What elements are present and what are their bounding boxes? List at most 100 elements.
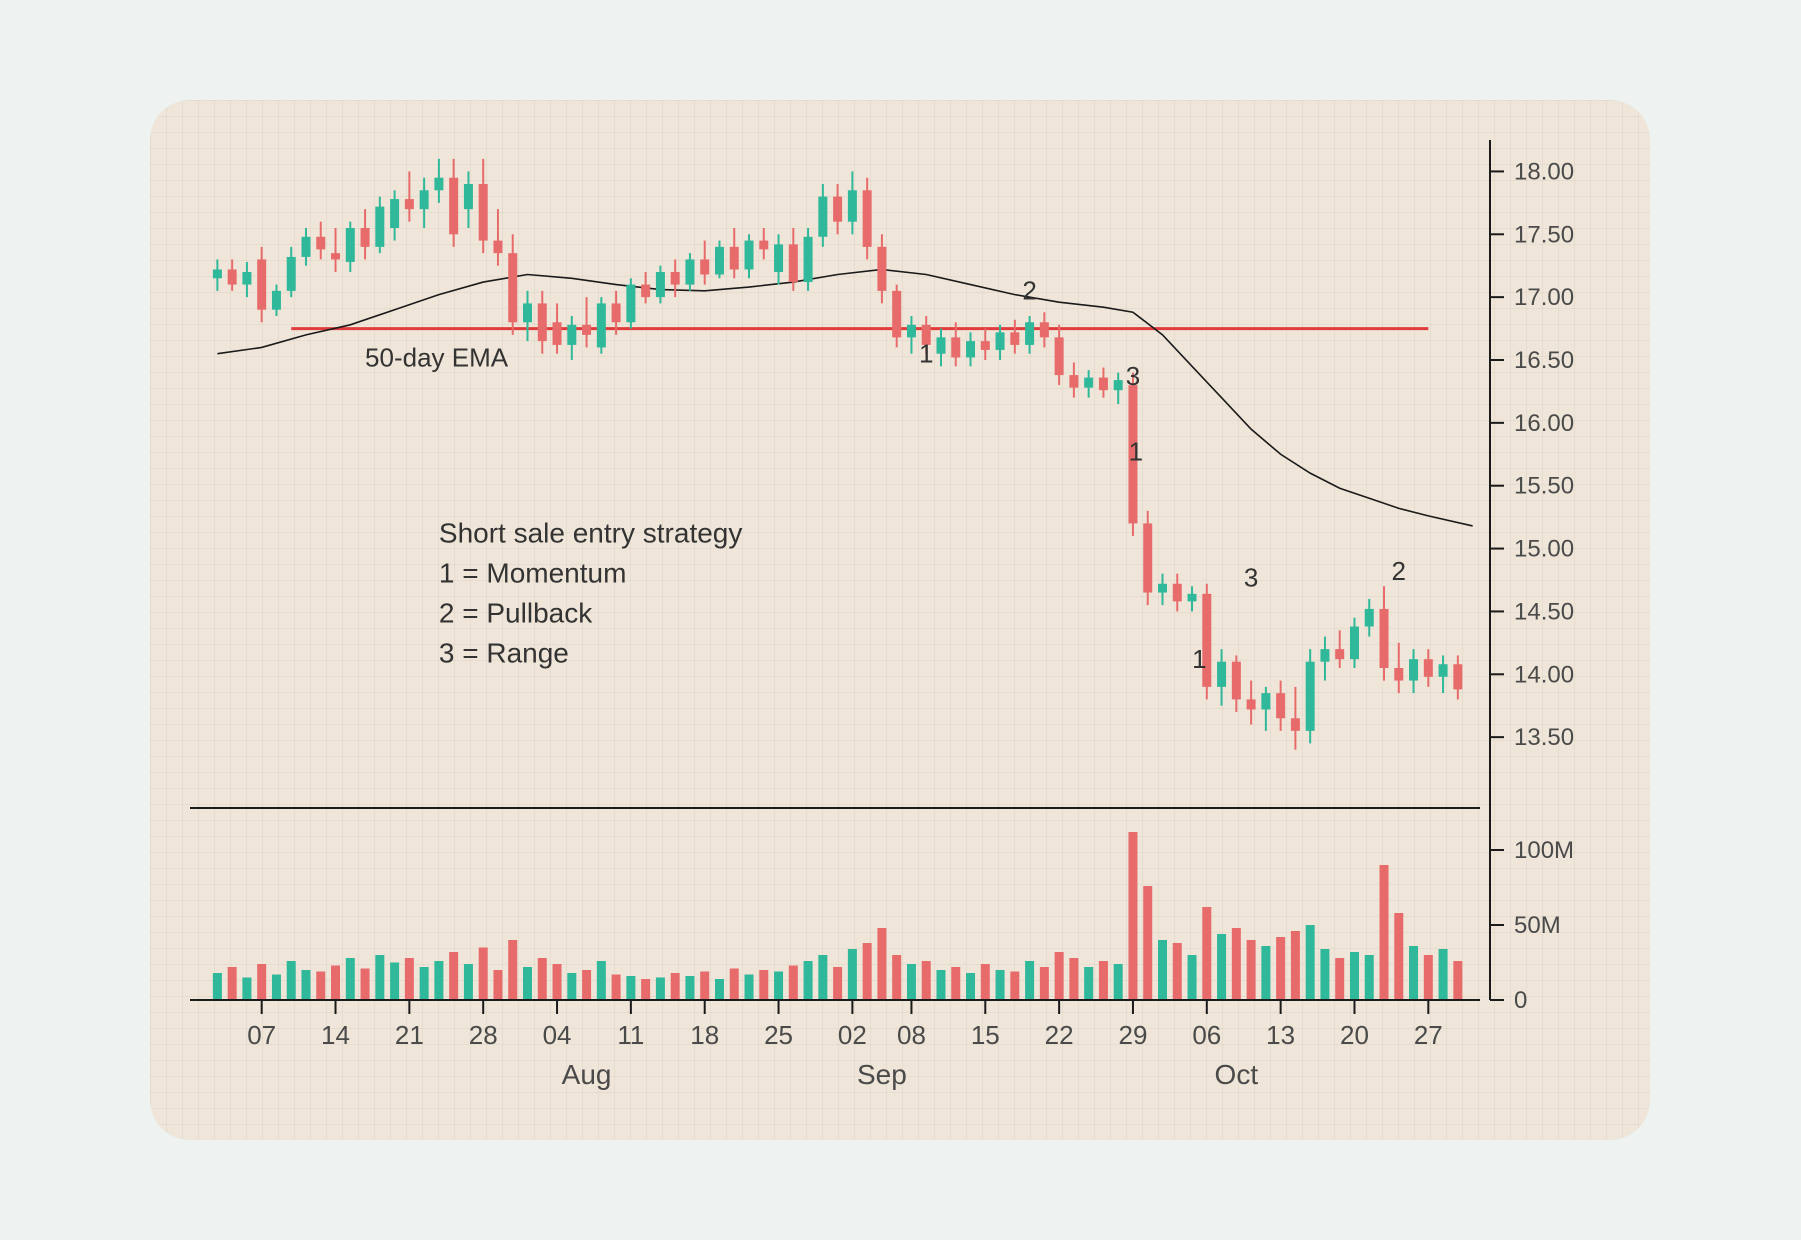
volume-bar [538,958,547,1000]
volume-tick-label: 0 [1514,987,1527,1014]
candle-body [759,241,768,250]
candle-body [523,303,532,322]
volume-bar [420,967,429,1000]
candle-body [877,247,886,291]
price-tick-label: 17.50 [1514,221,1574,248]
volume-bar [1084,967,1093,1000]
candle-body [405,199,414,209]
x-tick-label: 13 [1266,1020,1295,1050]
volume-bar [479,948,488,1001]
volume-bar [1069,958,1078,1000]
volume-bar [508,940,517,1000]
volume-bar [1128,832,1137,1000]
candle-body [833,197,842,222]
volume-bar [1409,946,1418,1000]
volume-bar [1394,913,1403,1000]
candle-body [316,237,325,250]
candle-body [1261,693,1270,709]
candle-body [1055,337,1064,375]
volume-bar [331,966,340,1001]
volume-bar [966,973,975,1000]
strategy-marker: 3 [1244,562,1258,592]
candle-body [567,325,576,345]
candle-body [272,291,281,310]
volume-bar [523,967,532,1000]
volume-bar [1173,943,1182,1000]
price-tick-label: 16.50 [1514,347,1574,374]
volume-bar [1261,946,1270,1000]
candle-body [1217,662,1226,687]
candle-body [863,190,872,247]
x-tick-label: 28 [469,1020,498,1050]
candle-body [1276,693,1285,718]
candle-body [228,269,237,284]
volume-bar [1350,952,1359,1000]
candle-body [597,303,606,347]
candle-body [1453,664,1462,689]
volume-bar [715,979,724,1000]
x-tick-label: 11 [617,1020,644,1050]
x-tick-label: 04 [543,1020,572,1050]
candle-body [848,190,857,221]
candle-body [479,184,488,241]
candle-body [464,184,473,209]
candle-body [301,237,310,257]
x-tick-label: 22 [1045,1020,1074,1050]
candle-body [612,303,621,322]
volume-bar [1114,964,1123,1000]
candle-body [508,253,517,322]
legend-title: Short sale entry strategy [439,517,742,548]
candle-body [1335,649,1344,659]
volume-bar [818,955,827,1000]
legend-line: 3 = Range [439,637,569,668]
x-tick-label: 29 [1119,1020,1148,1050]
price-tick-label: 18.00 [1514,158,1574,185]
candle-body [981,341,990,350]
candle-body [493,241,502,254]
candle-body [538,303,547,341]
volume-bar [774,972,783,1001]
volume-bar [833,967,842,1000]
volume-bar [390,963,399,1001]
volume-bar [1055,952,1064,1000]
candlestick-chart: 50-day EMA13.5014.0014.5015.0015.5016.00… [150,100,1650,1140]
price-tick-label: 14.00 [1514,661,1574,688]
strategy-marker: 2 [1022,276,1036,306]
volume-bar [361,969,370,1001]
volume-bar [1025,961,1034,1000]
candle-body [936,337,945,353]
strategy-marker: 1 [919,339,933,369]
price-tick-label: 17.00 [1514,284,1574,311]
volume-bar [287,961,296,1000]
candle-body [375,207,384,247]
candle-body [420,190,429,209]
price-tick-label: 15.00 [1514,536,1574,563]
strategy-marker: 3 [1126,361,1140,391]
volume-bar [1217,934,1226,1000]
volume-bar [242,978,251,1001]
volume-bar [1202,907,1211,1000]
candle-body [818,197,827,237]
volume-bar [1040,967,1049,1000]
volume-bar [316,972,325,1001]
candle-body [789,244,798,282]
volume-bar [789,966,798,1001]
volume-bar [272,975,281,1001]
volume-bar [1188,955,1197,1000]
candle-body [1306,662,1315,731]
volume-tick-label: 100M [1514,837,1574,864]
volume-bar [656,978,665,1001]
volume-bar [301,970,310,1000]
volume-bar [1232,928,1241,1000]
volume-bar [981,964,990,1000]
x-tick-label: 25 [764,1020,793,1050]
x-tick-label: 15 [971,1020,1000,1050]
volume-bar [759,970,768,1000]
candle-body [1439,664,1448,677]
volume-bar [597,961,606,1000]
volume-bar [405,958,414,1000]
candle-body [1143,523,1152,592]
volume-bar [1335,958,1344,1000]
candle-body [966,341,975,357]
candle-body [1232,662,1241,700]
